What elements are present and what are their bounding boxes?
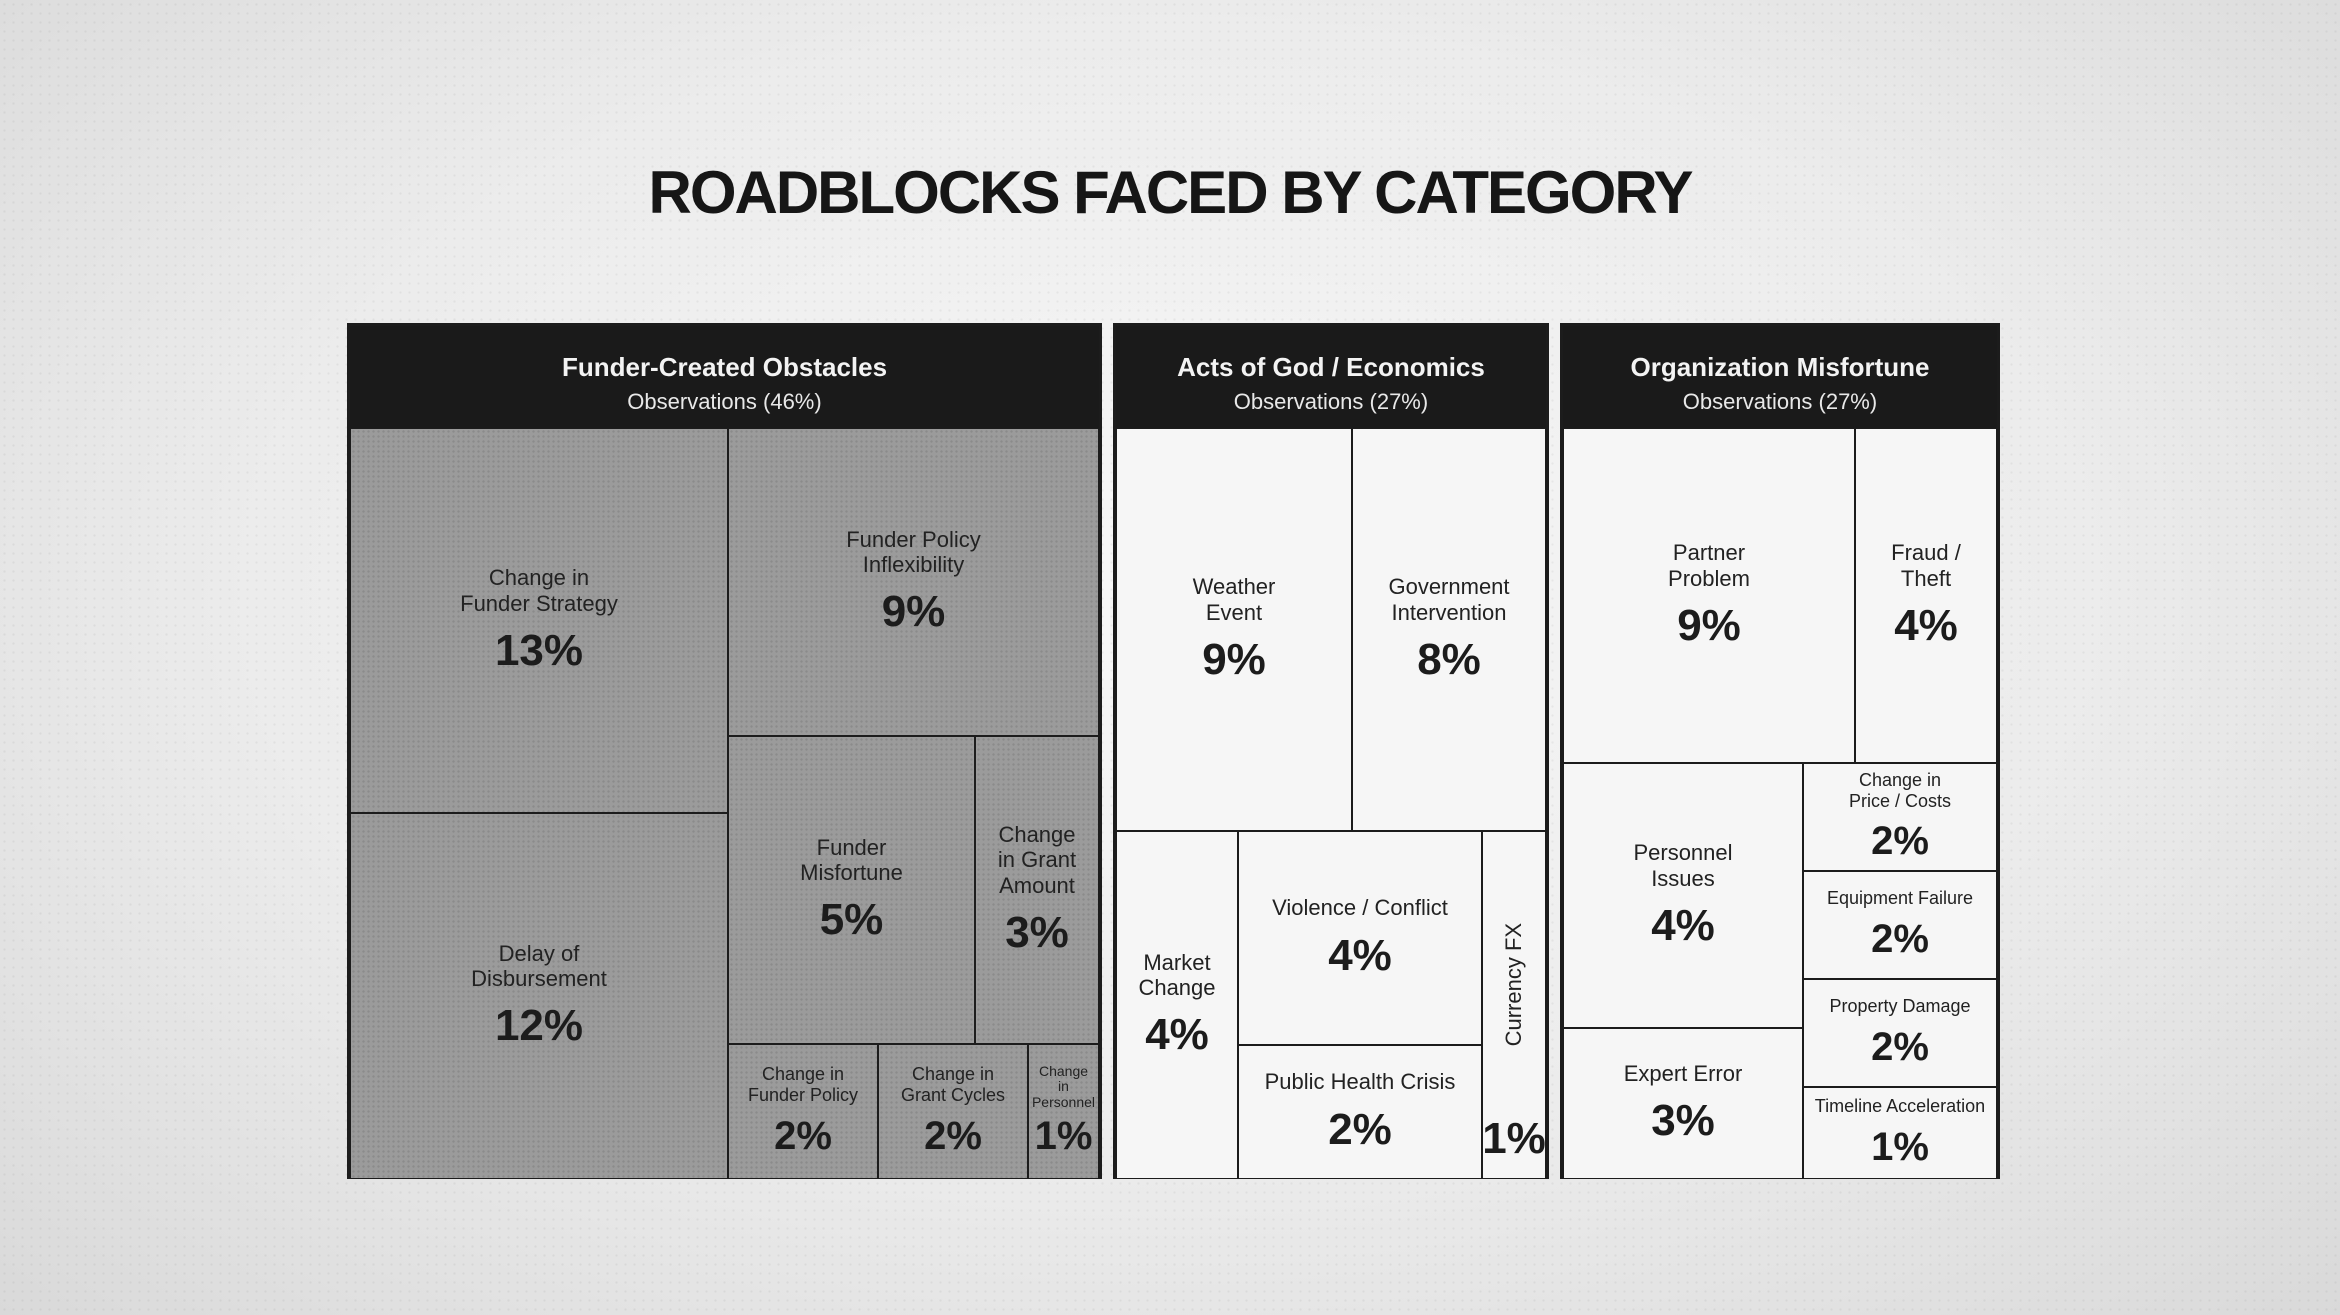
cell-label: Change in Funder Strategy	[460, 565, 618, 616]
cell-value: 4%	[1894, 600, 1958, 650]
treemap-cell-expert-error: Expert Error 3%	[1563, 1028, 1803, 1179]
panel-header: Funder-Created Obstacles Observations (4…	[350, 326, 1099, 428]
cell-label: Fraud / Theft	[1891, 540, 1961, 591]
treemap-cell-funder-policy-inflexibility: Funder Policy Inflexibility 9%	[728, 428, 1099, 736]
treemap-cell-change-in-personnel: Change in Personnel 1%	[1028, 1044, 1099, 1179]
cell-value: 4%	[1145, 1010, 1209, 1060]
cell-value: 9%	[881, 587, 946, 637]
panel-subtitle: Observations (27%)	[1233, 389, 1429, 414]
cell-label: Change in Funder Policy	[747, 1064, 859, 1105]
cell-value: 2%	[1328, 1104, 1392, 1154]
chart-title: ROADBLOCKS FACED BY CATEGORY	[648, 159, 1694, 226]
cell-value: 3%	[1651, 1096, 1715, 1146]
panel-title: Acts of God / Economics	[1177, 352, 1485, 382]
treemap-cell-change-in-funder-strategy: Change in Funder Strategy 13%	[350, 428, 728, 813]
cell-label: Currency FX	[1501, 922, 1527, 1047]
treemap-cell-currency-fx: Currency FX 1%	[1482, 831, 1546, 1179]
cell-value: 12%	[494, 1001, 584, 1051]
cell-value: 2%	[1871, 916, 1929, 961]
treemap-cell-funder-misfortune: Funder Misfortune 5%	[728, 736, 975, 1044]
cell-label: Expert Error	[1623, 1060, 1743, 1086]
cell-label: Funder Policy Inflexibility	[846, 526, 981, 577]
panel-title: Funder-Created Obstacles	[561, 352, 888, 382]
cell-value: 5%	[819, 895, 884, 945]
treemap-cell-change-in-grant-cycles: Change in Grant Cycles 2%	[878, 1044, 1028, 1179]
cell-label: Delay of Disbursement	[471, 940, 607, 991]
panel-subtitle: Observations (27%)	[1682, 389, 1878, 414]
cell-label: Government Intervention	[1388, 574, 1510, 625]
cell-value: 3%	[1005, 907, 1069, 957]
cell-label: Violence / Conflict	[1272, 895, 1448, 921]
cell-value: 2%	[774, 1113, 832, 1158]
treemap-cell-public-health-crisis: Public Health Crisis 2%	[1238, 1045, 1482, 1179]
treemap-cell-property-damage: Property Damage 2%	[1803, 979, 1997, 1087]
panel-subtitle: Observations (46%)	[627, 389, 822, 414]
cell-label: Partner Problem	[1668, 540, 1750, 591]
cell-value: 13%	[494, 625, 584, 675]
cell-value: 2%	[1871, 819, 1929, 864]
treemap-cell-personnel-issues: Personnel Issues 4%	[1563, 763, 1803, 1028]
panel-title: Organization Misfortune	[1630, 352, 1930, 382]
treemap-cell-delay-of-disbursement: Delay of Disbursement 12%	[350, 813, 728, 1179]
panel-header: Acts of God / Economics Observations (27…	[1116, 326, 1546, 428]
treemap-cell-change-in-grant-amount: Change in Grant Amount 3%	[975, 736, 1099, 1044]
treemap-cell-weather-event: Weather Event 9%	[1116, 428, 1352, 831]
cell-label: Public Health Crisis	[1264, 1069, 1456, 1095]
cell-label: Market Change	[1138, 949, 1216, 1000]
cell-label: Personnel Issues	[1633, 840, 1733, 891]
treemap-cell-government-intervention: Government Intervention 8%	[1352, 428, 1546, 831]
cell-label: Change in Grant Amount	[997, 822, 1077, 898]
cell-label: Funder Misfortune	[800, 834, 903, 885]
cell-value: 2%	[924, 1113, 982, 1158]
treemap-cell-equipment-failure: Equipment Failure 2%	[1803, 871, 1997, 979]
cell-label: Change in Personnel	[1031, 1062, 1096, 1110]
panel-acts-of-god-economics: Acts of God / Economics Observations (27…	[1113, 323, 1549, 1179]
treemap-cell-market-change: Market Change 4%	[1116, 831, 1238, 1179]
cell-value: 1%	[1482, 1114, 1546, 1163]
cell-value: 4%	[1651, 900, 1715, 950]
treemap-cell-timeline-acceleration: Timeline Acceleration 1%	[1803, 1087, 1997, 1179]
panel-organization-misfortune: Organization Misfortune Observations (27…	[1560, 323, 2000, 1179]
cell-label: Timeline Acceleration	[1814, 1096, 1986, 1117]
panel-funder-created-obstacles: Funder-Created Obstacles Observations (4…	[347, 323, 1102, 1179]
cell-value: 1%	[1034, 1114, 1093, 1159]
treemap-cell-change-in-funder-policy: Change in Funder Policy 2%	[728, 1044, 878, 1179]
cell-label: Property Damage	[1829, 996, 1971, 1017]
treemap-cell-change-in-price-costs: Change in Price / Costs 2%	[1803, 763, 1997, 871]
treemap-cell-violence-conflict: Violence / Conflict 4%	[1238, 831, 1482, 1045]
treemap-cell-partner-problem: Partner Problem 9%	[1563, 428, 1855, 763]
cell-value: 2%	[1871, 1024, 1929, 1069]
cell-value: 1%	[1871, 1124, 1929, 1169]
cell-label: Equipment Failure	[1826, 888, 1974, 909]
treemap-cell-fraud-theft: Fraud / Theft 4%	[1855, 428, 1997, 763]
cell-label: Change in Price / Costs	[1848, 769, 1952, 811]
cell-value: 4%	[1328, 930, 1392, 980]
cell-value: 9%	[1677, 600, 1741, 650]
cell-value: 9%	[1202, 634, 1266, 684]
cell-label: Weather Event	[1192, 574, 1276, 625]
cell-label: Change in Grant Cycles	[900, 1064, 1006, 1105]
panel-header: Organization Misfortune Observations (27…	[1563, 326, 1997, 428]
cell-value: 8%	[1417, 634, 1481, 684]
